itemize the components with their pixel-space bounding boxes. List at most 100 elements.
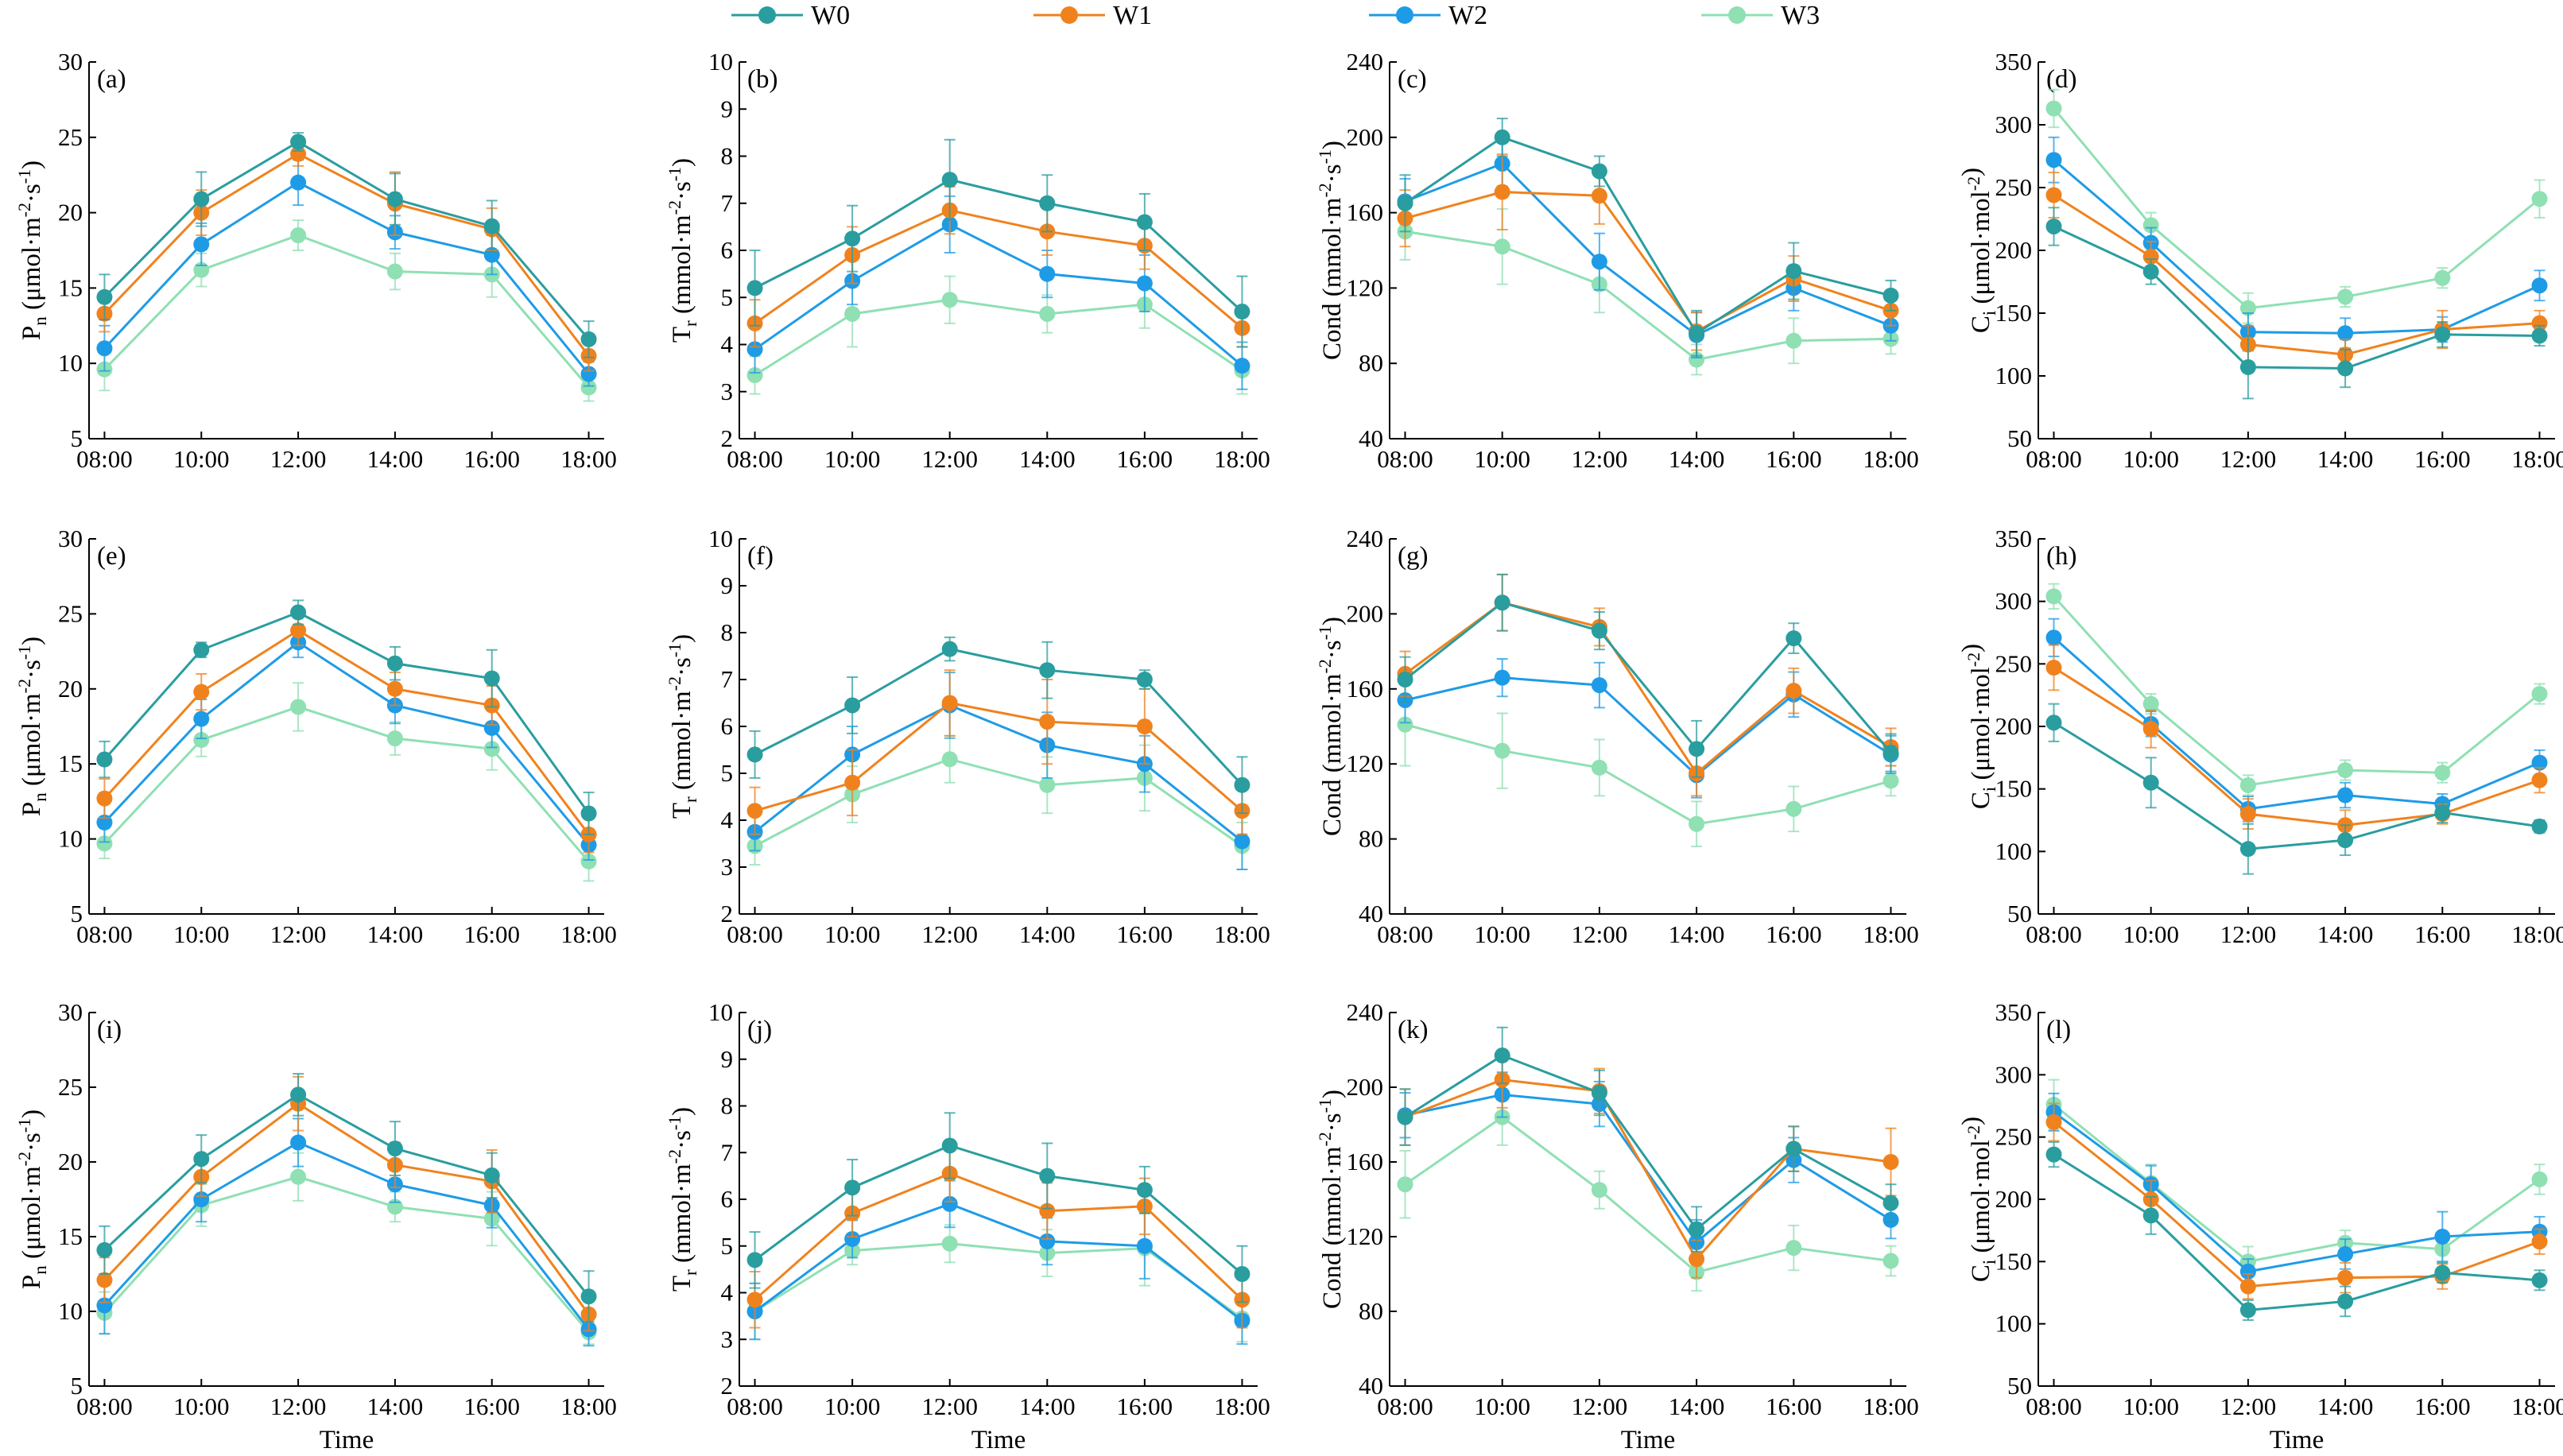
y-title-exp: -2 — [1315, 183, 1335, 197]
y-tick-label: 2 — [721, 424, 734, 452]
data-point — [1039, 662, 1056, 679]
x-tick-label: 08:00 — [1377, 445, 1433, 473]
y-tick-label: 160 — [1347, 1148, 1384, 1175]
data-point — [290, 174, 307, 191]
data-point — [96, 1297, 113, 1314]
series-line — [2053, 722, 2540, 850]
data-point — [580, 366, 597, 382]
y-title-main: T — [668, 803, 696, 819]
data-point — [2434, 1264, 2451, 1281]
y-tick-label: 25 — [58, 123, 83, 151]
data-point — [2531, 1171, 2548, 1187]
data-point — [941, 292, 958, 308]
legend-item-w0: W0 — [731, 1, 850, 30]
y-title-main: P — [17, 326, 46, 340]
x-tick-label: 18:00 — [1214, 1392, 1270, 1420]
data-point — [386, 730, 403, 747]
y-tick-label: 350 — [1995, 525, 2033, 552]
y-title-unit: (μmol·m — [17, 1166, 46, 1259]
data-point — [290, 1134, 307, 1151]
y-title-exp: -1 — [665, 1116, 684, 1130]
data-point — [1397, 672, 1413, 687]
data-point — [290, 622, 307, 639]
y-title-end: ) — [668, 634, 696, 643]
y-title-end: ) — [17, 637, 46, 645]
series-line — [103, 641, 590, 846]
data-point — [290, 227, 307, 244]
y-tick-label: 50 — [2007, 900, 2032, 927]
data-point — [2045, 629, 2062, 646]
data-point — [1591, 254, 1607, 270]
y-tick-label: 2 — [721, 1372, 734, 1400]
x-tick-label: 18:00 — [1863, 1392, 1919, 1420]
series-w3 — [746, 275, 1250, 395]
series-w1 — [2045, 1102, 2548, 1300]
series-w1 — [746, 1144, 1250, 1329]
series-w2 — [1397, 1071, 1899, 1266]
data-point — [1039, 1168, 1056, 1184]
data-point — [2142, 248, 2159, 265]
data-point — [1883, 1195, 1899, 1211]
x-tick-label: 12:00 — [1572, 920, 1628, 948]
y-tick-label: 10 — [708, 998, 733, 1026]
y-title-mid: ·s — [668, 1130, 696, 1149]
y-title-end: ) — [1957, 168, 1986, 176]
series-w0 — [1397, 118, 1899, 357]
x-tick-label: 16:00 — [2414, 920, 2471, 948]
y-title-exp: -2 — [1964, 1125, 1983, 1140]
y-tick-label: 40 — [1359, 900, 1383, 927]
legend-item-w2: W2 — [1369, 1, 1487, 30]
y-axis-title: Ci (μmol·mol-2) — [1957, 644, 1999, 809]
data-point — [1786, 263, 1802, 280]
y-title-end: ) — [1957, 644, 1986, 652]
y-title-main: C — [1967, 1264, 1995, 1282]
data-point — [1786, 683, 1802, 699]
data-point — [1494, 129, 1510, 145]
series-line — [2053, 194, 2540, 356]
x-tick-label: 16:00 — [1117, 1392, 1173, 1420]
x-tick-label: 10:00 — [1474, 920, 1530, 948]
y-title-sub: n — [30, 1265, 50, 1275]
series-w0 — [96, 599, 597, 835]
x-tick-label: 08:00 — [76, 1392, 133, 1420]
series-w3 — [1397, 1088, 1899, 1292]
data-point — [2045, 660, 2062, 676]
x-tick-label: 16:00 — [463, 445, 520, 473]
y-axis-title: Pn (μmol·m-2·s-1) — [14, 161, 50, 340]
x-tick-label: 10:00 — [1474, 445, 1530, 473]
series-w0 — [2045, 703, 2548, 875]
data-point — [1494, 184, 1510, 200]
y-axis-title: Cond (mmol·m-2·s-1) — [1315, 617, 1347, 836]
y-title-sub: r — [680, 1269, 700, 1276]
y-tick-label: 200 — [1347, 599, 1384, 627]
data-point — [1039, 195, 1056, 211]
x-tick-label: 10:00 — [173, 445, 230, 473]
data-point — [2142, 1207, 2159, 1224]
x-tick-label: 12:00 — [1572, 445, 1628, 473]
y-title-end: ) — [1318, 617, 1347, 625]
series-line — [103, 1140, 590, 1330]
data-point — [2434, 765, 2451, 781]
series-w2 — [746, 1179, 1250, 1346]
y-title-exp: -2 — [665, 200, 684, 215]
data-point — [2531, 818, 2548, 834]
data-point — [2531, 277, 2548, 294]
y-tick-label: 40 — [1359, 1372, 1383, 1400]
x-tick-label: 18:00 — [1863, 445, 1919, 473]
data-point — [1591, 677, 1607, 694]
data-point — [2239, 1278, 2256, 1295]
y-tick-label: 15 — [58, 1222, 83, 1250]
chart-panel-h: 50 100 150 200 250 300 350 08:00 10:00 12:00 14:00… — [1957, 525, 2563, 948]
x-tick-label: 18:00 — [560, 1392, 617, 1420]
data-point — [1494, 1047, 1510, 1064]
data-point — [2142, 695, 2159, 712]
x-tick-label: 16:00 — [1766, 1392, 1822, 1420]
y-tick-label: 4 — [721, 1279, 734, 1307]
series-w3 — [746, 734, 1250, 870]
series-line — [754, 178, 1243, 313]
data-point — [1689, 1251, 1705, 1268]
data-point — [2337, 1293, 2354, 1310]
series-line — [2053, 637, 2541, 811]
data-point — [2239, 806, 2256, 823]
data-point — [2337, 360, 2354, 377]
